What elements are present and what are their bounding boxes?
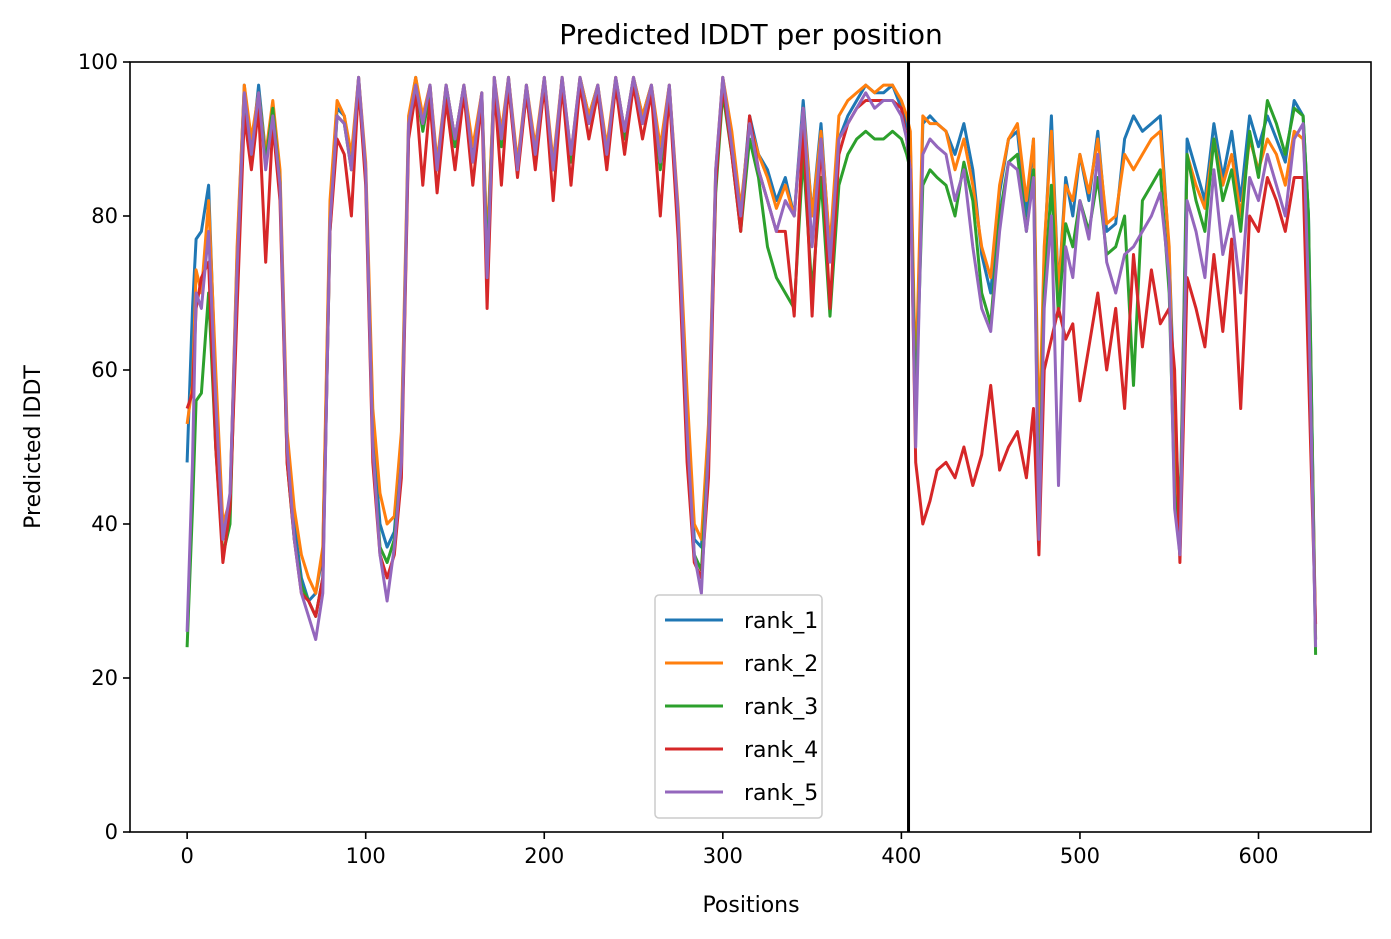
x-axis-label: Positions <box>702 893 799 918</box>
plot-area <box>185 62 1318 832</box>
x-tick-label: 300 <box>703 844 743 868</box>
axes: 0 100 200 300 400 500 600 0 20 40 60 80 100 <box>78 50 1279 868</box>
x-tick-label: 500 <box>1060 844 1100 868</box>
legend-box <box>654 594 823 819</box>
x-tick-label: 400 <box>881 844 921 868</box>
legend-label-rank-5: rank_5 <box>744 781 818 806</box>
x-tick-label: 600 <box>1238 844 1278 868</box>
series-layer <box>185 75 1318 655</box>
y-tick-label: 40 <box>91 512 118 536</box>
x-tick-label: 100 <box>346 844 386 868</box>
y-tick-label: 20 <box>91 666 118 690</box>
y-tick-label: 0 <box>105 820 118 844</box>
legend[interactable]: rank_1 rank_2 rank_3 rank_4 rank_5 <box>654 594 823 819</box>
chart-title: Predicted lDDT per position <box>559 18 943 51</box>
x-tick-label: 200 <box>524 844 564 868</box>
legend-label-rank-4: rank_4 <box>744 738 818 763</box>
legend-label-rank-3: rank_3 <box>744 695 818 720</box>
y-tick-label: 80 <box>91 204 118 228</box>
plot-frame <box>129 61 1372 833</box>
y-axis-label: Predicted lDDT <box>21 365 46 529</box>
y-tick-label: 60 <box>91 358 118 382</box>
series-line-rank-2 <box>185 75 1318 640</box>
x-tick-label: 0 <box>180 844 193 868</box>
legend-label-rank-1: rank_1 <box>744 609 818 634</box>
legend-label-rank-2: rank_2 <box>744 652 818 677</box>
series-line-rank-5 <box>185 75 1318 648</box>
y-tick-label: 100 <box>78 50 118 74</box>
